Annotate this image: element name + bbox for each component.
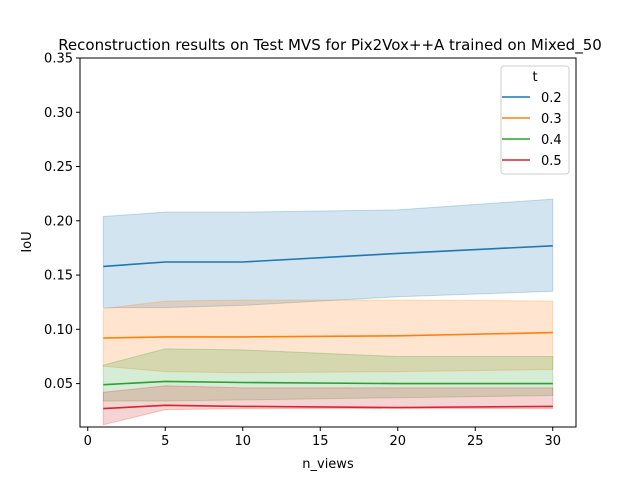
- series-line-3: [103, 404, 553, 410]
- legend-label-3: 0.5: [541, 154, 562, 169]
- y-tick-label: 0.10: [44, 323, 73, 338]
- legend-title: t: [532, 70, 537, 85]
- x-axis-label: n_views: [302, 457, 354, 472]
- y-axis-ticks: 0.05 0.10 0.15 0.20 0.25 0.30 0.35: [44, 52, 80, 392]
- y-tick-label: 0.05: [44, 377, 73, 392]
- y-tick-label: 0.35: [44, 52, 73, 67]
- legend-label-2: 0.4: [541, 133, 562, 148]
- series-line-2: [103, 380, 553, 386]
- y-tick-label: 0.20: [44, 214, 73, 229]
- series-line-0: [103, 245, 553, 268]
- x-tick-label: 5: [161, 434, 169, 449]
- x-tick-label: 0: [84, 434, 92, 449]
- x-tick-label: 15: [312, 434, 329, 449]
- x-tick-label: 25: [467, 434, 484, 449]
- x-tick-label: 20: [389, 434, 406, 449]
- y-tick-label: 0.15: [44, 269, 73, 284]
- x-tick-label: 10: [234, 434, 251, 449]
- x-tick-label: 30: [544, 434, 561, 449]
- chart-title: Reconstruction results on Test MVS for P…: [58, 36, 602, 55]
- legend: t 0.2 0.3 0.4 0.5: [500, 65, 570, 175]
- x-axis-ticks: 0 5 10 15 20 25 30: [84, 427, 561, 449]
- confidence-band-3: [102, 385, 554, 426]
- legend-label-0: 0.2: [541, 91, 562, 106]
- legend-box: [500, 65, 570, 175]
- y-tick-label: 0.25: [44, 160, 73, 175]
- legend-items: 0.2 0.3 0.4 0.5: [502, 91, 562, 169]
- legend-label-1: 0.3: [541, 112, 562, 127]
- confidence-band-0: [102, 198, 554, 309]
- series-line-1: [103, 331, 553, 339]
- series-lines: [103, 245, 553, 410]
- y-axis-label: IoU: [20, 231, 35, 252]
- confidence-bands: [102, 198, 554, 426]
- confidence-band-2: [102, 348, 554, 402]
- plot-frame: [79, 57, 577, 428]
- y-tick-label: 0.30: [44, 106, 73, 121]
